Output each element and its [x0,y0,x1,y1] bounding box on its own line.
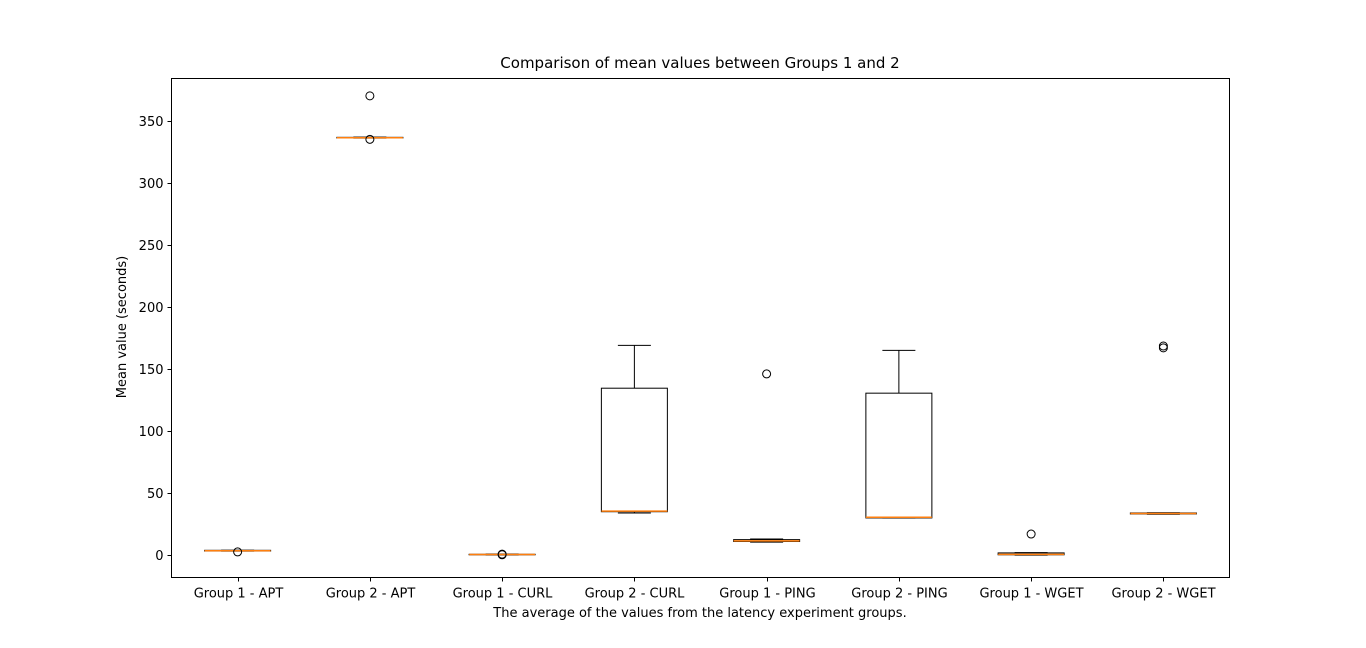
outlier-point [762,369,772,379]
outlier-point [497,550,507,560]
y-tick-label: 200 [139,301,164,316]
x-tick-label: Group 1 - WGET [979,587,1083,602]
plot-area [204,91,1197,560]
outlier-point [365,134,375,144]
box-group [733,369,801,543]
y-tick-label: 350 [139,115,164,130]
box-group [865,349,933,519]
x-tick-label: Group 2 - WGET [1111,587,1215,602]
chart-title: Comparison of mean values between Groups… [500,54,899,72]
y-tick-label: 150 [139,363,164,378]
box-group [204,547,272,557]
box-group [336,91,404,144]
y-tick-label: 50 [147,487,164,502]
y-tick-label: 300 [139,177,164,192]
box-group [600,344,668,514]
box-group [468,549,536,560]
y-tick-label: 0 [155,549,163,564]
x-tick-label: Group 2 - APT [326,587,416,602]
x-tick-label: Group 1 - APT [194,587,284,602]
outlier-point [1026,529,1036,539]
y-axis: 0 50 100 150 200 250 300 350 [139,115,172,564]
x-tick-label: Group 2 - PING [851,587,947,602]
x-tick-label: Group 1 - PING [719,587,815,602]
outlier-point [1158,341,1168,351]
outlier-point [365,91,375,101]
box-group [997,529,1065,556]
x-axis: Group 1 - APT Group 2 - APT Group 1 - CURL… [194,577,1216,602]
x-axis-label: The average of the values from the laten… [492,606,906,621]
x-tick-label: Group 1 - CURL [453,587,554,602]
outlier-point [233,547,243,557]
x-tick-label: Group 2 - CURL [585,587,686,602]
box-group [1129,341,1197,515]
plot-frame [171,78,1230,578]
y-tick-label: 250 [139,239,164,254]
y-axis-label: Mean value (seconds) [115,256,130,398]
y-tick-label: 100 [139,425,164,440]
